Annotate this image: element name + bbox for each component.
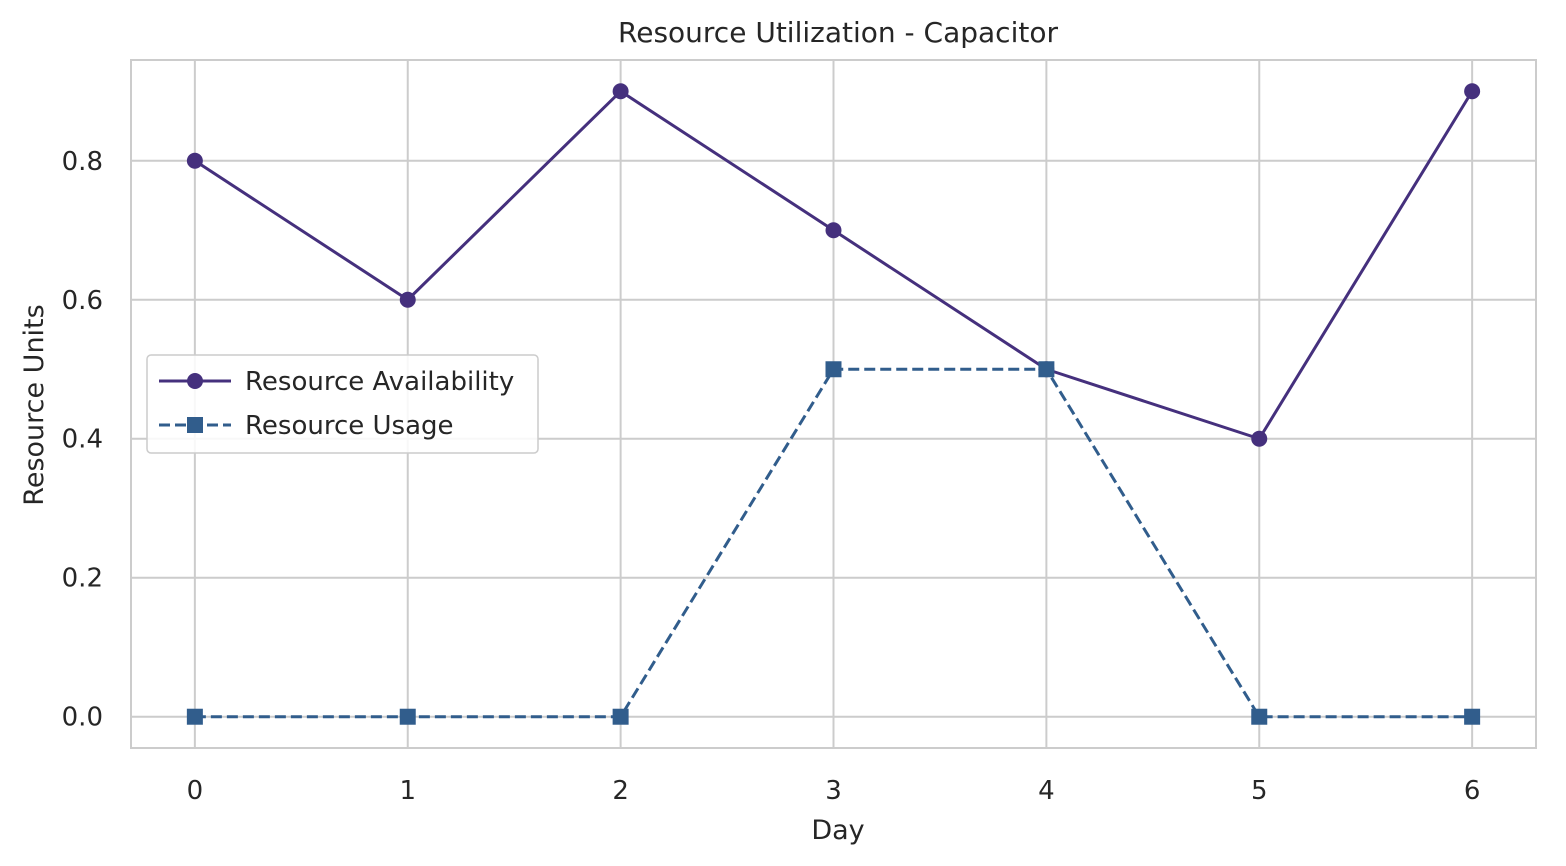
data-point [399,708,416,725]
x-tick-label: 0 [187,776,204,806]
series-layer [186,83,1481,725]
y-tick-label: 0.6 [62,286,103,316]
data-point [1464,708,1481,725]
data-point [1464,83,1481,100]
x-tick-label: 2 [612,776,629,806]
grid-lines [131,60,1536,748]
y-tick-label: 0.0 [62,703,103,733]
data-point [186,708,203,725]
data-point [1251,430,1268,447]
legend-marker-usage [187,417,203,433]
x-tick-labels: 0 1 2 3 4 5 6 [187,776,1481,806]
x-tick-label: 3 [825,776,842,806]
legend-box [146,354,539,454]
y-tick-label: 0.4 [62,425,103,455]
x-tick-label: 6 [1464,776,1481,806]
x-tick-label: 5 [1251,776,1268,806]
y-tick-labels: 0.0 0.2 0.4 0.6 0.8 [62,147,103,733]
data-point [1251,708,1268,725]
chart-title: Resource Utilization - Capacitor [618,16,1058,49]
plot-area-frame [130,59,1537,749]
data-point [825,361,842,378]
y-tick-label: 0.2 [62,564,103,594]
data-point [612,83,629,100]
data-point [1038,361,1055,378]
series-usage [186,361,1481,725]
data-point [399,291,416,308]
legend-label-usage: Resource Usage [245,411,454,441]
x-tick-label: 4 [1038,776,1055,806]
y-tick-label: 0.8 [62,147,103,177]
data-point [825,222,842,239]
legend-label-availability: Resource Availability [245,367,514,397]
data-point [186,152,203,169]
x-tick-label: 1 [399,776,416,806]
x-axis-label: Day [811,815,864,846]
data-point [612,708,629,725]
y-axis-label: Resource Units [19,304,50,505]
legend: Resource Availability Resource Usage [146,354,539,454]
legend-marker-availability [187,373,203,389]
